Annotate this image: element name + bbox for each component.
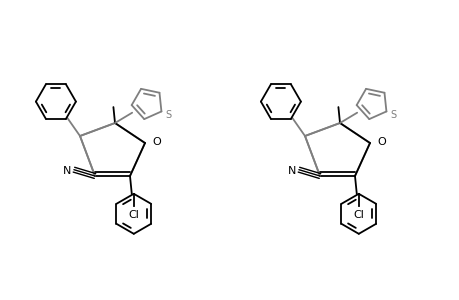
Text: N: N (62, 166, 71, 176)
Text: S: S (389, 110, 396, 120)
Text: S: S (165, 110, 171, 120)
Text: Cl: Cl (353, 210, 364, 220)
Text: O: O (151, 137, 160, 147)
Text: Cl: Cl (128, 210, 139, 220)
Text: O: O (376, 137, 385, 147)
Text: N: N (287, 166, 295, 176)
